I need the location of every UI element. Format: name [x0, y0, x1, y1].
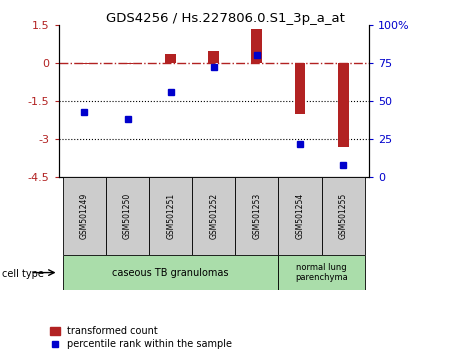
- Bar: [63, 177, 106, 255]
- Bar: [322, 177, 365, 255]
- Text: GDS4256 / Hs.227806.0.S1_3p_a_at: GDS4256 / Hs.227806.0.S1_3p_a_at: [106, 12, 344, 25]
- Bar: [106, 177, 149, 255]
- Text: caseous TB granulomas: caseous TB granulomas: [112, 268, 229, 278]
- Text: GSM501251: GSM501251: [166, 193, 175, 239]
- Bar: [338, 63, 348, 147]
- Text: GSM501253: GSM501253: [252, 193, 261, 239]
- Bar: [295, 63, 306, 114]
- Bar: [279, 255, 365, 290]
- Text: GSM501255: GSM501255: [338, 193, 347, 239]
- Text: GSM501252: GSM501252: [209, 193, 218, 239]
- Text: normal lung
parenchyma: normal lung parenchyma: [295, 263, 348, 282]
- Bar: [63, 255, 279, 290]
- Text: GSM501249: GSM501249: [80, 193, 89, 239]
- Bar: [208, 51, 219, 63]
- Text: cell type: cell type: [2, 269, 44, 279]
- Bar: [192, 177, 235, 255]
- Text: GSM501254: GSM501254: [296, 193, 305, 239]
- Bar: [122, 63, 133, 64]
- Bar: [165, 54, 176, 63]
- Bar: [279, 177, 322, 255]
- Bar: [235, 177, 279, 255]
- Bar: [149, 177, 192, 255]
- Text: GSM501250: GSM501250: [123, 193, 132, 239]
- Bar: [79, 63, 90, 64]
- Legend: transformed count, percentile rank within the sample: transformed count, percentile rank withi…: [50, 326, 232, 349]
- Bar: [252, 29, 262, 63]
